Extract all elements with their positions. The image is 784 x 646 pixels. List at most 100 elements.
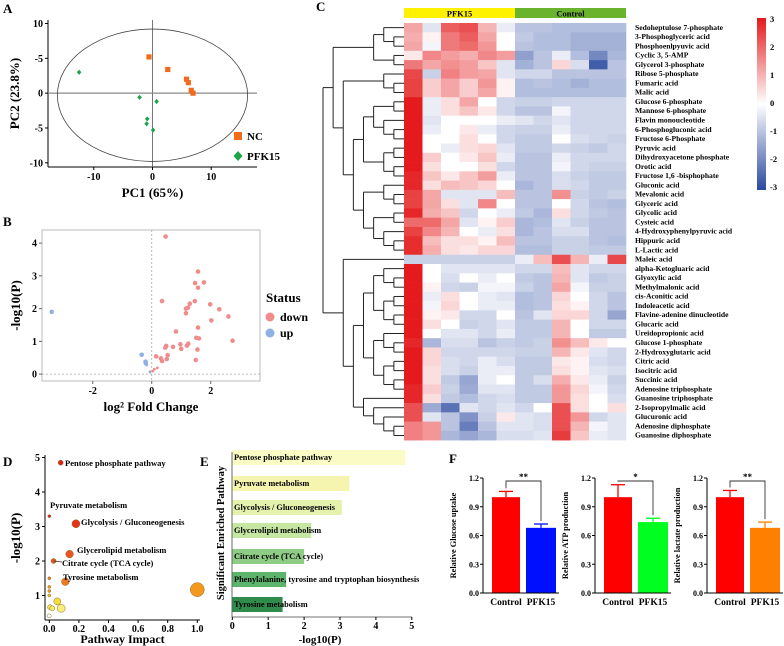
heatmap-cell	[478, 245, 497, 256]
heatmap-cell	[533, 50, 553, 61]
heatmap-cell	[533, 412, 553, 422]
heatmap-cell	[478, 217, 497, 228]
enrichment-bar	[232, 549, 305, 564]
heatmap-cell	[422, 226, 442, 237]
heatmap-cell	[533, 384, 553, 395]
heatmap-cell	[515, 97, 534, 107]
y-tick-label: 0.6	[693, 532, 703, 541]
heatmap-cell	[589, 412, 608, 422]
heatmap-cell	[515, 319, 534, 330]
heatmap-cell	[570, 412, 590, 422]
volcano-point-down	[195, 269, 201, 274]
volcano-point-down	[173, 329, 179, 334]
heatmap-cell	[570, 134, 590, 144]
heatmap-cell	[552, 189, 571, 200]
heatmap-cell	[441, 356, 460, 367]
heatmap-cell	[515, 162, 534, 172]
heatmap-cell	[441, 430, 460, 441]
volcano-point-down	[183, 310, 189, 316]
heatmap-cell	[478, 199, 497, 209]
heatmap-cell	[422, 347, 442, 358]
heatmap-cell	[496, 282, 516, 293]
heatmap-cell	[478, 310, 497, 320]
legend-marker-nc	[234, 132, 242, 140]
heatmap-cell	[589, 152, 608, 163]
heatmap-cell	[441, 152, 460, 163]
heatmap-cell	[589, 217, 608, 228]
heatmap-cell	[496, 41, 516, 52]
heatmap-cell	[478, 152, 497, 163]
heatmap-cell	[570, 282, 590, 293]
heatmap-cell	[589, 282, 608, 293]
row-label: Mevalonic acid	[635, 190, 685, 199]
heatmap-cell	[478, 384, 497, 395]
heatmap-cell	[533, 375, 553, 385]
heatmap-cell	[533, 152, 553, 163]
heatmap-cell	[533, 282, 553, 293]
heatmap-cell	[533, 23, 553, 33]
y-tick-label: -10	[30, 158, 43, 169]
heatmap-cell	[478, 430, 497, 441]
row-label: Pyruvic acid	[635, 143, 676, 152]
bar-label: Phenylalanine, tyrosine and tryptophan b…	[234, 575, 420, 584]
heatmap-cell	[478, 162, 497, 172]
heatmap-cell	[607, 301, 627, 311]
colorbar-tick-label: -1	[770, 126, 777, 136]
heatmap-cell	[552, 310, 571, 320]
heatmap-cell	[404, 217, 423, 228]
heatmap-cell	[404, 412, 423, 422]
heatmap-cell	[459, 328, 479, 339]
heatmap-cell	[422, 97, 442, 107]
heatmap-cell	[422, 189, 442, 200]
heatmap-cell	[515, 301, 534, 311]
heatmap-cell	[441, 208, 460, 218]
heatmap-cell	[533, 32, 553, 42]
significance-bracket	[729, 480, 766, 520]
heatmap-cell	[441, 291, 460, 302]
heatmap-cell	[533, 69, 553, 79]
y-tick-label: 0.0	[693, 589, 703, 598]
heatmap-cell	[496, 328, 516, 339]
heatmap-cell	[552, 41, 571, 52]
x-tick-label: -2	[89, 386, 97, 397]
heatmap-cell	[589, 41, 608, 52]
heatmap-cell	[422, 60, 442, 70]
heatmap-cell	[459, 421, 479, 432]
volcano-point-down	[195, 347, 200, 352]
heatmap-cell	[441, 23, 460, 33]
heatmap-cell	[459, 41, 479, 52]
heatmap-cell	[441, 365, 460, 376]
row-label: Glucose 1-phosphate	[635, 338, 703, 347]
enrichment-bar	[232, 597, 283, 612]
heatmap-cell	[552, 328, 571, 339]
y-tick-label: 1	[32, 337, 37, 348]
heatmap-cell	[496, 199, 516, 209]
heatmap-cell	[552, 180, 571, 191]
volcano-point-down	[151, 369, 155, 373]
heatmap-cell	[478, 375, 497, 385]
heatmap-cell	[607, 23, 627, 33]
heatmap-cell	[441, 245, 460, 256]
heatmap-cell	[404, 189, 423, 200]
heatmap-cell	[607, 115, 627, 126]
heatmap-cell	[459, 282, 479, 293]
volcano-point-down	[185, 305, 191, 310]
heatmap-cell	[515, 152, 534, 163]
x-tick-label: 0.6	[132, 624, 145, 635]
heatmap-cell	[607, 152, 627, 163]
heatmap-cell	[533, 430, 553, 441]
heatmap-cell	[515, 245, 534, 256]
group-bar-pfk15	[404, 8, 515, 18]
heatmap-cell	[552, 412, 571, 422]
legend-label: PFK15	[247, 151, 280, 163]
heatmap-cell	[589, 245, 608, 256]
heatmap-cell	[515, 78, 534, 89]
heatmap-cell	[496, 347, 516, 358]
heatmap-cell	[589, 143, 608, 154]
heatmap-cell	[404, 310, 423, 320]
heatmap-cell	[589, 356, 608, 367]
heatmap-cell	[589, 87, 608, 98]
heatmap-cell	[589, 189, 608, 200]
x-category-label: PFK15	[751, 598, 780, 608]
heatmap-cell	[478, 273, 497, 283]
